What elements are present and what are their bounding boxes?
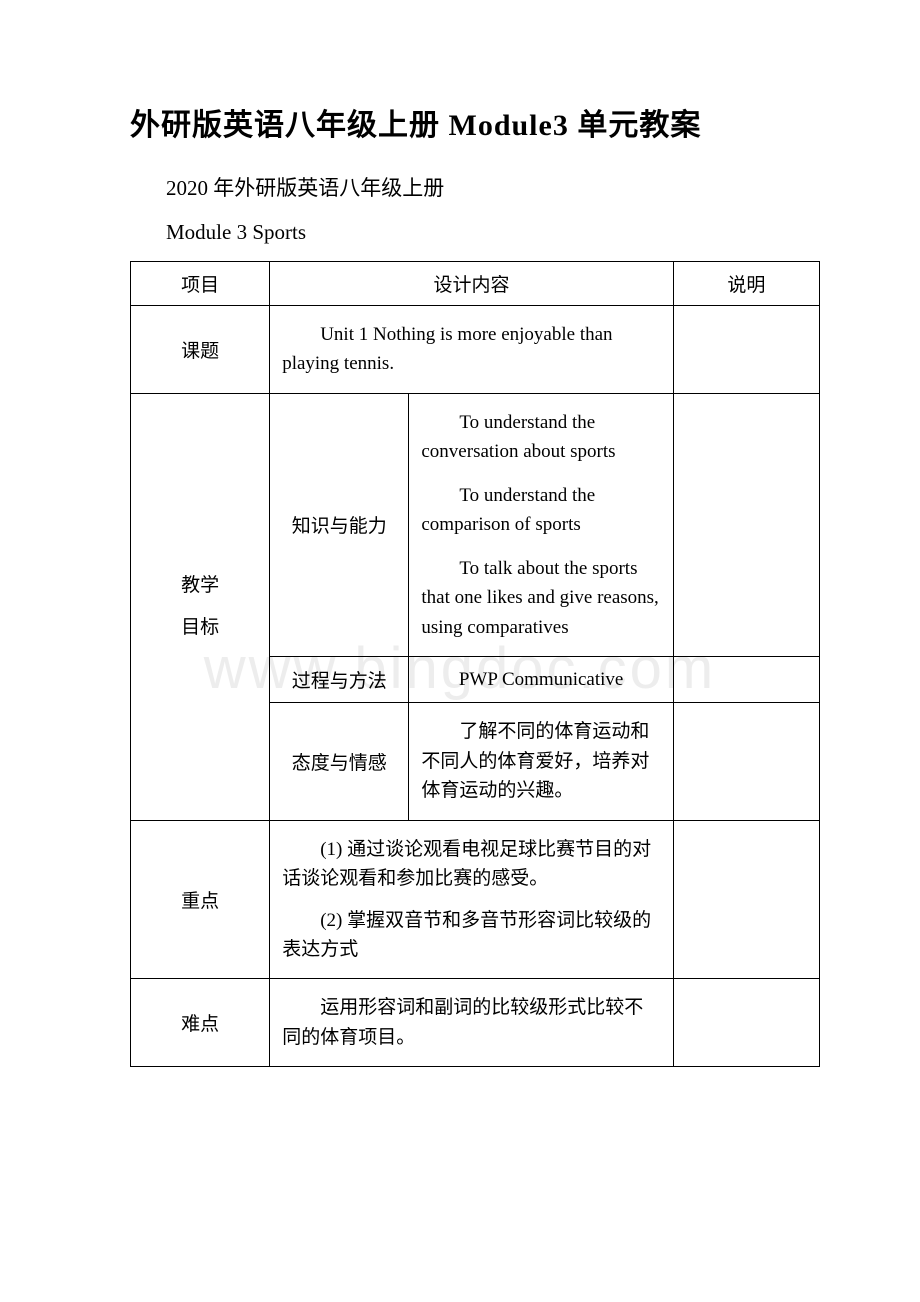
- label-method: 过程与方法: [270, 656, 409, 702]
- cell-method-value: PWP Communicative: [409, 656, 673, 702]
- label-difficulty: 难点: [131, 979, 270, 1067]
- cell-notes: [673, 820, 819, 979]
- label-keypoint: 重点: [131, 820, 270, 979]
- cell-notes: [673, 656, 819, 702]
- attitude-text: 了解不同的体育运动和不同人的体育爱好，培养对体育运动的兴趣。: [421, 717, 660, 805]
- goals-line1: 教学: [141, 571, 259, 600]
- cell-difficulty-value: 运用形容词和副词的比较级形式比较不同的体育项目。: [270, 979, 674, 1067]
- table-row: 难点 运用形容词和副词的比较级形式比较不同的体育项目。: [131, 979, 820, 1067]
- cell-attitude-value: 了解不同的体育运动和不同人的体育爱好，培养对体育运动的兴趣。: [409, 703, 673, 820]
- lesson-plan-table: 项目 设计内容 说明 课题 Unit 1 Nothing is more enj…: [130, 261, 820, 1067]
- label-goals: 教学 目标: [131, 393, 270, 820]
- label-attitude: 态度与情感: [270, 703, 409, 820]
- knowledge-p3: To talk about the sports that one likes …: [421, 554, 660, 642]
- subtitle-module: Module 3 Sports: [130, 220, 820, 245]
- table-row: 项目 设计内容 说明: [131, 262, 820, 306]
- cell-topic-value: Unit 1 Nothing is more enjoyable than pl…: [270, 306, 674, 394]
- table-row: 重点 (1) 通过谈论观看电视足球比赛节目的对话谈论观看和参加比赛的感受。 (2…: [131, 820, 820, 979]
- cell-notes: [673, 306, 819, 394]
- knowledge-p1: To understand the conversation about spo…: [421, 408, 660, 467]
- cell-knowledge-value: To understand the conversation about spo…: [409, 393, 673, 656]
- subtitle-year: 2020 年外研版英语八年级上册: [130, 172, 820, 202]
- page-title: 外研版英语八年级上册 Module3 单元教案: [130, 100, 820, 144]
- topic-text: Unit 1 Nothing is more enjoyable than pl…: [282, 320, 661, 379]
- cell-notes: [673, 703, 819, 820]
- goals-line2: 目标: [141, 613, 259, 642]
- knowledge-p2: To understand the comparison of sports: [421, 481, 660, 540]
- label-knowledge: 知识与能力: [270, 393, 409, 656]
- label-topic: 课题: [131, 306, 270, 394]
- cell-keypoint-value: (1) 通过谈论观看电视足球比赛节目的对话谈论观看和参加比赛的感受。 (2) 掌…: [270, 820, 674, 979]
- cell-notes: [673, 393, 819, 656]
- keypoint-p1: (1) 通过谈论观看电视足球比赛节目的对话谈论观看和参加比赛的感受。: [282, 835, 661, 894]
- header-notes: 说明: [673, 262, 819, 306]
- table-row: 教学 目标 知识与能力 To understand the conversati…: [131, 393, 820, 656]
- cell-notes: [673, 979, 819, 1067]
- header-project: 项目: [131, 262, 270, 306]
- keypoint-p2: (2) 掌握双音节和多音节形容词比较级的表达方式: [282, 906, 661, 965]
- header-design: 设计内容: [270, 262, 674, 306]
- difficulty-text: 运用形容词和副词的比较级形式比较不同的体育项目。: [282, 993, 661, 1052]
- table-row: 课题 Unit 1 Nothing is more enjoyable than…: [131, 306, 820, 394]
